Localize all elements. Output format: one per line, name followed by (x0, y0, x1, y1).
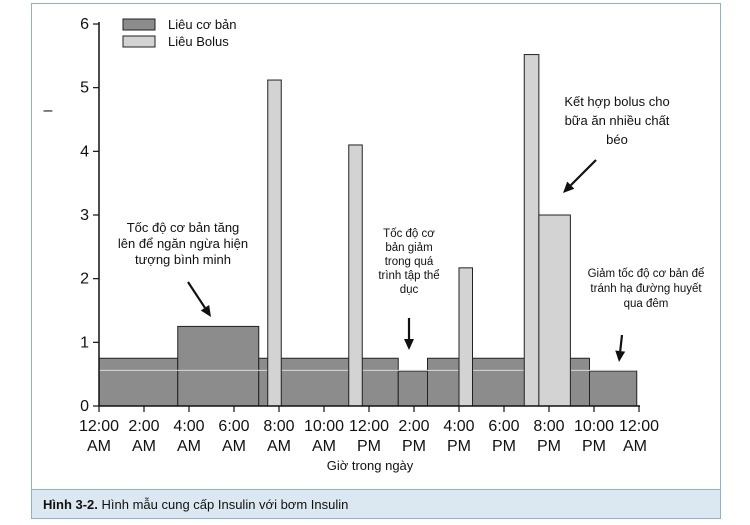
x-tick-label-period: AM (623, 438, 647, 455)
annotation-text: béo (606, 132, 628, 147)
legend: Liêu cơ bản Liêu Bolus (122, 17, 237, 49)
caption-label: Hình 3-2. (43, 497, 98, 512)
annotation-text: Tốc độ cơ bản tăng (127, 220, 240, 235)
x-tick-label: 6:00 (218, 418, 249, 435)
legend-swatch-bolus (122, 35, 156, 48)
basal-segment (98, 357, 179, 407)
annotation-text: trình tập thể (378, 270, 439, 282)
figure-caption: Hình 3-2. Hình mẫu cung cấp Insulin với … (43, 497, 348, 512)
basal-segment (177, 325, 260, 407)
x-tick-label-period: AM (312, 438, 336, 455)
annotation-text: tránh hạ đường huyết (590, 283, 702, 295)
x-tick-label-period: PM (537, 438, 561, 455)
annotation-text: lên để ngăn ngừa hiện (118, 236, 248, 251)
annotation-arrow-head (200, 305, 211, 317)
x-tick-label: 4:00 (173, 418, 204, 435)
bolus-bar (538, 214, 571, 407)
y-tick-label: 1 (80, 334, 89, 351)
legend-label-basal: Liêu cơ bản (168, 17, 237, 32)
bolus-bar (348, 144, 363, 407)
basal-segment (258, 357, 399, 407)
bolus-bar (523, 54, 540, 407)
y-axis-marker: – (44, 102, 53, 119)
x-tick-label-period: AM (267, 438, 291, 455)
x-tick-label: 4:00 (443, 418, 474, 435)
annotation-text: Tốc độ cơ (383, 228, 435, 240)
annotation-arrow-head (563, 181, 575, 193)
x-tick-label: 12:00 (619, 418, 659, 435)
x-tick-label-period: AM (87, 438, 111, 455)
x-tick-label-period: PM (492, 438, 516, 455)
x-tick-label: 10:00 (574, 418, 614, 435)
x-tick-label-period: PM (447, 438, 471, 455)
x-tick-label: 12:00 (79, 418, 119, 435)
x-tick-label-period: PM (582, 438, 606, 455)
annotation-text: Kết hợp bolus cho (564, 94, 669, 109)
figure-frame (31, 3, 721, 519)
annotation-arrow (619, 334, 624, 352)
x-tick-label: 2:00 (128, 418, 159, 435)
annotation-text: bản giảm (385, 242, 432, 254)
y-tick-label: 2 (80, 271, 89, 288)
x-tick-label-period: AM (222, 438, 246, 455)
annotation-text: dục (400, 284, 419, 296)
x-tick-label: 10:00 (304, 418, 344, 435)
y-tick-label: 4 (80, 143, 89, 160)
x-axis-label: Giờ trong ngày (327, 458, 414, 473)
y-tick-label: 3 (80, 207, 89, 224)
y-tick-label: 0 (80, 398, 89, 415)
x-tick-label: 2:00 (398, 418, 429, 435)
x-tick-label-period: PM (402, 438, 426, 455)
caption-bar: Hình 3-2. Hình mẫu cung cấp Insulin với … (32, 489, 720, 518)
annotation-text: trong quá (385, 256, 434, 268)
y-tick-label: 6 (80, 16, 89, 33)
bolus-bar (267, 79, 282, 407)
annotation-arrow-head (404, 339, 414, 350)
annotation-arrow-head (615, 350, 626, 362)
bolus-bar (458, 267, 473, 407)
annotation-arrow (570, 159, 597, 186)
x-tick-label: 8:00 (533, 418, 564, 435)
x-tick-label-period: AM (177, 438, 201, 455)
x-tick-label-period: AM (132, 438, 156, 455)
x-tick-label: 6:00 (488, 418, 519, 435)
annotation-text: Giảm tốc độ cơ bản để (588, 268, 705, 280)
basal-segment (589, 370, 638, 407)
x-tick-label: 12:00 (349, 418, 389, 435)
y-tick-label: 5 (80, 80, 89, 97)
legend-swatch-basal (122, 18, 156, 31)
annotation-text: bữa ăn nhiều chất (565, 113, 670, 128)
annotation-text: qua đêm (624, 298, 669, 310)
annotation-arrow (187, 281, 206, 309)
annotation-text: tượng bình minh (135, 252, 231, 267)
x-tick-label: 8:00 (263, 418, 294, 435)
x-tick-label-period: PM (357, 438, 381, 455)
caption-text: Hình mẫu cung cấp Insulin với bơm Insuli… (97, 497, 349, 512)
legend-label-bolus: Liêu Bolus (168, 34, 229, 49)
basal-segment (397, 370, 428, 407)
